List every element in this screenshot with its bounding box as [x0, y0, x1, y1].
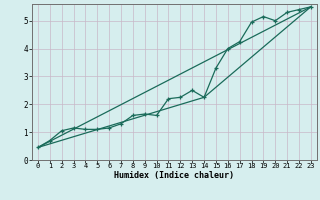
X-axis label: Humidex (Indice chaleur): Humidex (Indice chaleur)	[115, 171, 234, 180]
